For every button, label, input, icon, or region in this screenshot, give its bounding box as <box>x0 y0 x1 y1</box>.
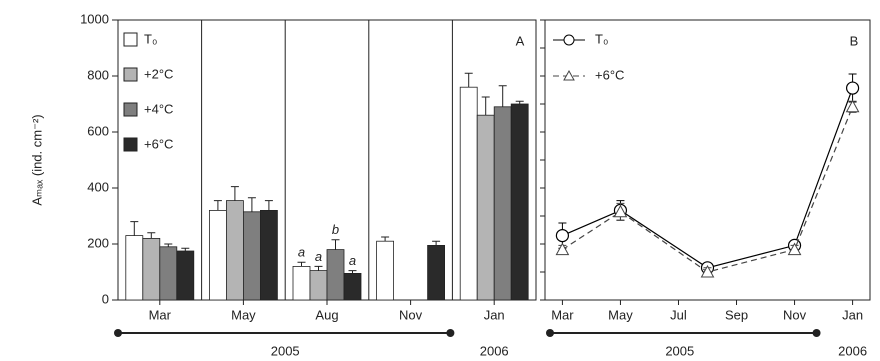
legend-marker <box>563 34 575 46</box>
point <box>700 264 715 278</box>
year-dot <box>114 329 122 337</box>
bar <box>343 272 362 301</box>
bar <box>208 209 227 301</box>
y-tick-label: 0 <box>102 291 109 306</box>
legend-label: +4°C <box>144 101 173 116</box>
y-tick-label: 400 <box>87 179 109 194</box>
error-bar <box>247 197 256 212</box>
year-label: 2006 <box>838 343 867 358</box>
x-tick-label: May <box>231 307 256 322</box>
legend-label: +6°C <box>595 67 624 82</box>
error-bar <box>147 232 156 239</box>
x-tick-label: Mar <box>551 307 574 322</box>
error-bar <box>314 265 323 271</box>
y-tick-label: 600 <box>87 123 109 138</box>
error-bar <box>464 72 473 88</box>
bar <box>476 114 495 301</box>
bar <box>259 209 278 301</box>
year-label: 2006 <box>480 343 509 358</box>
bar <box>427 244 446 301</box>
panel-label: B <box>850 33 859 48</box>
legend-swatch <box>123 67 138 82</box>
y-tick-label: 1000 <box>80 11 109 26</box>
point <box>555 229 570 243</box>
x-tick-label: Jan <box>842 307 863 322</box>
bar <box>142 237 161 301</box>
bar <box>125 235 144 301</box>
point <box>845 81 860 95</box>
error-bar <box>297 261 306 267</box>
legend-swatch <box>123 102 138 117</box>
legend-swatch <box>123 32 138 47</box>
error-bar <box>432 240 441 246</box>
legend-swatch <box>123 137 138 152</box>
series-line <box>562 106 854 273</box>
error-bar <box>515 100 524 104</box>
y-tick-label: 200 <box>87 235 109 250</box>
x-tick-label: May <box>608 307 633 322</box>
x-tick-label: Sep <box>725 307 748 322</box>
year-dot <box>546 329 554 337</box>
bar <box>309 270 328 301</box>
panel-label: A <box>516 33 525 48</box>
significance-letter: a <box>349 253 356 268</box>
x-tick-label: Jan <box>484 307 505 322</box>
year-dot <box>446 329 455 337</box>
significance-letter: b <box>332 222 339 237</box>
bar <box>376 240 395 301</box>
bar <box>176 250 195 301</box>
bar <box>510 103 529 301</box>
bar <box>242 211 261 301</box>
bar <box>326 249 345 301</box>
legend-marker <box>563 69 575 81</box>
error-bar <box>230 186 239 201</box>
legend-label: +2°C <box>144 66 173 81</box>
bar <box>292 265 311 301</box>
bar <box>459 86 478 301</box>
error-bar <box>181 247 190 251</box>
plot-frame <box>544 19 871 301</box>
error-bar <box>213 200 222 211</box>
year-dot <box>812 329 821 337</box>
error-bar <box>498 85 507 107</box>
year-label: 2005 <box>665 343 694 358</box>
x-tick-label: Jul <box>670 307 687 322</box>
y-axis-label: Aₘₐₓ (ind. cm⁻²) <box>29 114 44 205</box>
error-bar <box>348 270 357 274</box>
significance-letter: a <box>315 249 322 264</box>
bar <box>159 246 178 301</box>
point <box>613 204 628 218</box>
x-tick-label: Nov <box>783 307 807 322</box>
bar <box>493 106 512 301</box>
significance-letter: a <box>298 245 305 260</box>
bar <box>225 200 244 301</box>
y-tick-label: 800 <box>87 67 109 82</box>
x-tick-label: Nov <box>399 307 423 322</box>
legend-label: T₀ <box>595 31 608 46</box>
error-bar <box>164 243 173 247</box>
point <box>555 242 570 256</box>
error-bar <box>130 221 139 236</box>
error-bar <box>381 236 390 242</box>
point <box>787 242 802 256</box>
point <box>845 99 860 113</box>
error-bar <box>331 239 340 250</box>
year-label: 2005 <box>271 343 300 358</box>
x-tick-label: Aug <box>315 307 338 322</box>
x-tick-label: Mar <box>149 307 172 322</box>
legend-label: T₀ <box>144 31 157 46</box>
error-bar <box>481 96 490 116</box>
series-line <box>562 87 854 269</box>
error-bar <box>264 200 273 211</box>
legend-label: +6°C <box>144 136 173 151</box>
